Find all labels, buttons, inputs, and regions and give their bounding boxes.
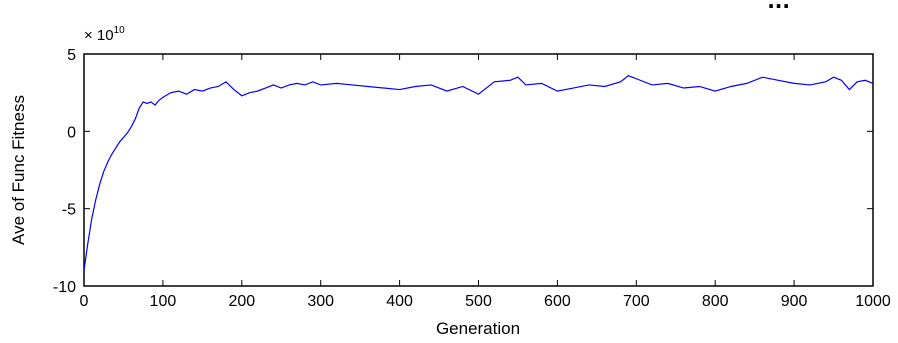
y-tick-label: -10 <box>53 279 76 296</box>
y-axis: -10 -5 0 5 <box>53 47 873 296</box>
x-tick-label: 200 <box>228 293 255 310</box>
y-tick-label: -5 <box>62 202 76 219</box>
axes-frame <box>83 53 874 287</box>
x-tick-label: 400 <box>386 293 413 310</box>
y-tick-label: 5 <box>67 47 76 64</box>
plot-area <box>83 53 874 287</box>
x-axis: 0 100 200 300 400 500 600 700 800 900 1000 <box>80 54 891 310</box>
x-tick-label: 900 <box>781 293 808 310</box>
x-tick-label: 1000 <box>855 293 891 310</box>
y-axis-label: Ave of Func Fitness <box>9 95 28 245</box>
x-tick-label: 0 <box>80 293 89 310</box>
x-tick-label: 700 <box>623 293 650 310</box>
x-tick-label: 500 <box>465 293 492 310</box>
x-tick-label: 800 <box>702 293 729 310</box>
x-tick-label: 100 <box>150 293 177 310</box>
x-axis-label: Generation <box>436 319 520 338</box>
y-tick-label: 0 <box>67 124 76 141</box>
y-exponent-label: × 1010 <box>84 25 125 44</box>
x-tick-label: 300 <box>307 293 334 310</box>
header-banner: ... <box>767 0 790 13</box>
x-tick-label: 600 <box>544 293 571 310</box>
series-line <box>83 74 874 271</box>
